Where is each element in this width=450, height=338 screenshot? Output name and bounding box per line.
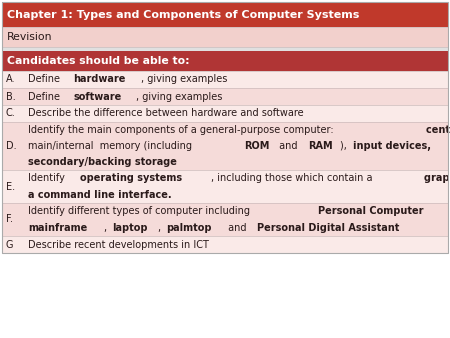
Bar bbox=[2, 2, 448, 253]
Text: Revision: Revision bbox=[7, 32, 53, 42]
Text: , including those which contain a: , including those which contain a bbox=[212, 173, 376, 183]
Text: graphical user interface: graphical user interface bbox=[424, 173, 450, 183]
Text: F.: F. bbox=[6, 215, 13, 224]
Text: Candidates should be able to:: Candidates should be able to: bbox=[7, 56, 189, 66]
Bar bbox=[2, 51, 448, 71]
Text: ,: , bbox=[158, 223, 165, 233]
Text: and: and bbox=[225, 223, 250, 233]
Text: Define: Define bbox=[28, 74, 63, 84]
Text: Identify the main components of a general-purpose computer:: Identify the main components of a genera… bbox=[28, 125, 337, 135]
Text: C.: C. bbox=[6, 108, 16, 119]
Text: laptop: laptop bbox=[112, 223, 148, 233]
Bar bbox=[2, 27, 448, 47]
Bar bbox=[2, 71, 448, 88]
Text: ROM: ROM bbox=[243, 141, 269, 151]
Text: , giving examples: , giving examples bbox=[141, 74, 227, 84]
Text: D.: D. bbox=[6, 141, 17, 151]
Text: a command line interface.: a command line interface. bbox=[28, 190, 171, 200]
Text: Personal Digital Assistant: Personal Digital Assistant bbox=[257, 223, 399, 233]
Text: Describe recent developments in ICT: Describe recent developments in ICT bbox=[28, 240, 209, 249]
Bar bbox=[2, 122, 448, 170]
Bar bbox=[2, 47, 448, 51]
Text: Chapter 1: Types and Components of Computer Systems: Chapter 1: Types and Components of Compu… bbox=[7, 9, 360, 20]
Bar bbox=[2, 170, 448, 203]
Text: RAM: RAM bbox=[308, 141, 333, 151]
Text: Identify: Identify bbox=[28, 173, 68, 183]
Text: hardware: hardware bbox=[73, 74, 126, 84]
Text: Identify different types of computer including: Identify different types of computer inc… bbox=[28, 206, 253, 216]
Bar bbox=[2, 88, 448, 105]
Text: central processing unit,: central processing unit, bbox=[427, 125, 450, 135]
Text: input devices,: input devices, bbox=[353, 141, 431, 151]
Text: software: software bbox=[73, 92, 122, 101]
Text: G: G bbox=[6, 240, 14, 249]
Bar bbox=[2, 203, 448, 236]
Text: mainframe: mainframe bbox=[28, 223, 87, 233]
Text: main/internal  memory (including: main/internal memory (including bbox=[28, 141, 195, 151]
Text: operating systems: operating systems bbox=[80, 173, 182, 183]
Text: B.: B. bbox=[6, 92, 16, 101]
Text: Personal Computer: Personal Computer bbox=[319, 206, 424, 216]
Text: ),: ), bbox=[340, 141, 350, 151]
Text: palmtop: palmtop bbox=[166, 223, 212, 233]
Bar bbox=[2, 27, 448, 47]
Text: Define: Define bbox=[28, 92, 63, 101]
Text: Describe the difference between hardware and software: Describe the difference between hardware… bbox=[28, 108, 304, 119]
Text: and: and bbox=[276, 141, 301, 151]
Text: A.: A. bbox=[6, 74, 15, 84]
Text: ,: , bbox=[104, 223, 111, 233]
Text: secondary/backing storage: secondary/backing storage bbox=[28, 157, 177, 167]
Bar bbox=[2, 2, 448, 27]
Text: E.: E. bbox=[6, 182, 15, 192]
Bar bbox=[2, 236, 448, 253]
Text: , giving examples: , giving examples bbox=[135, 92, 222, 101]
Bar bbox=[2, 105, 448, 122]
